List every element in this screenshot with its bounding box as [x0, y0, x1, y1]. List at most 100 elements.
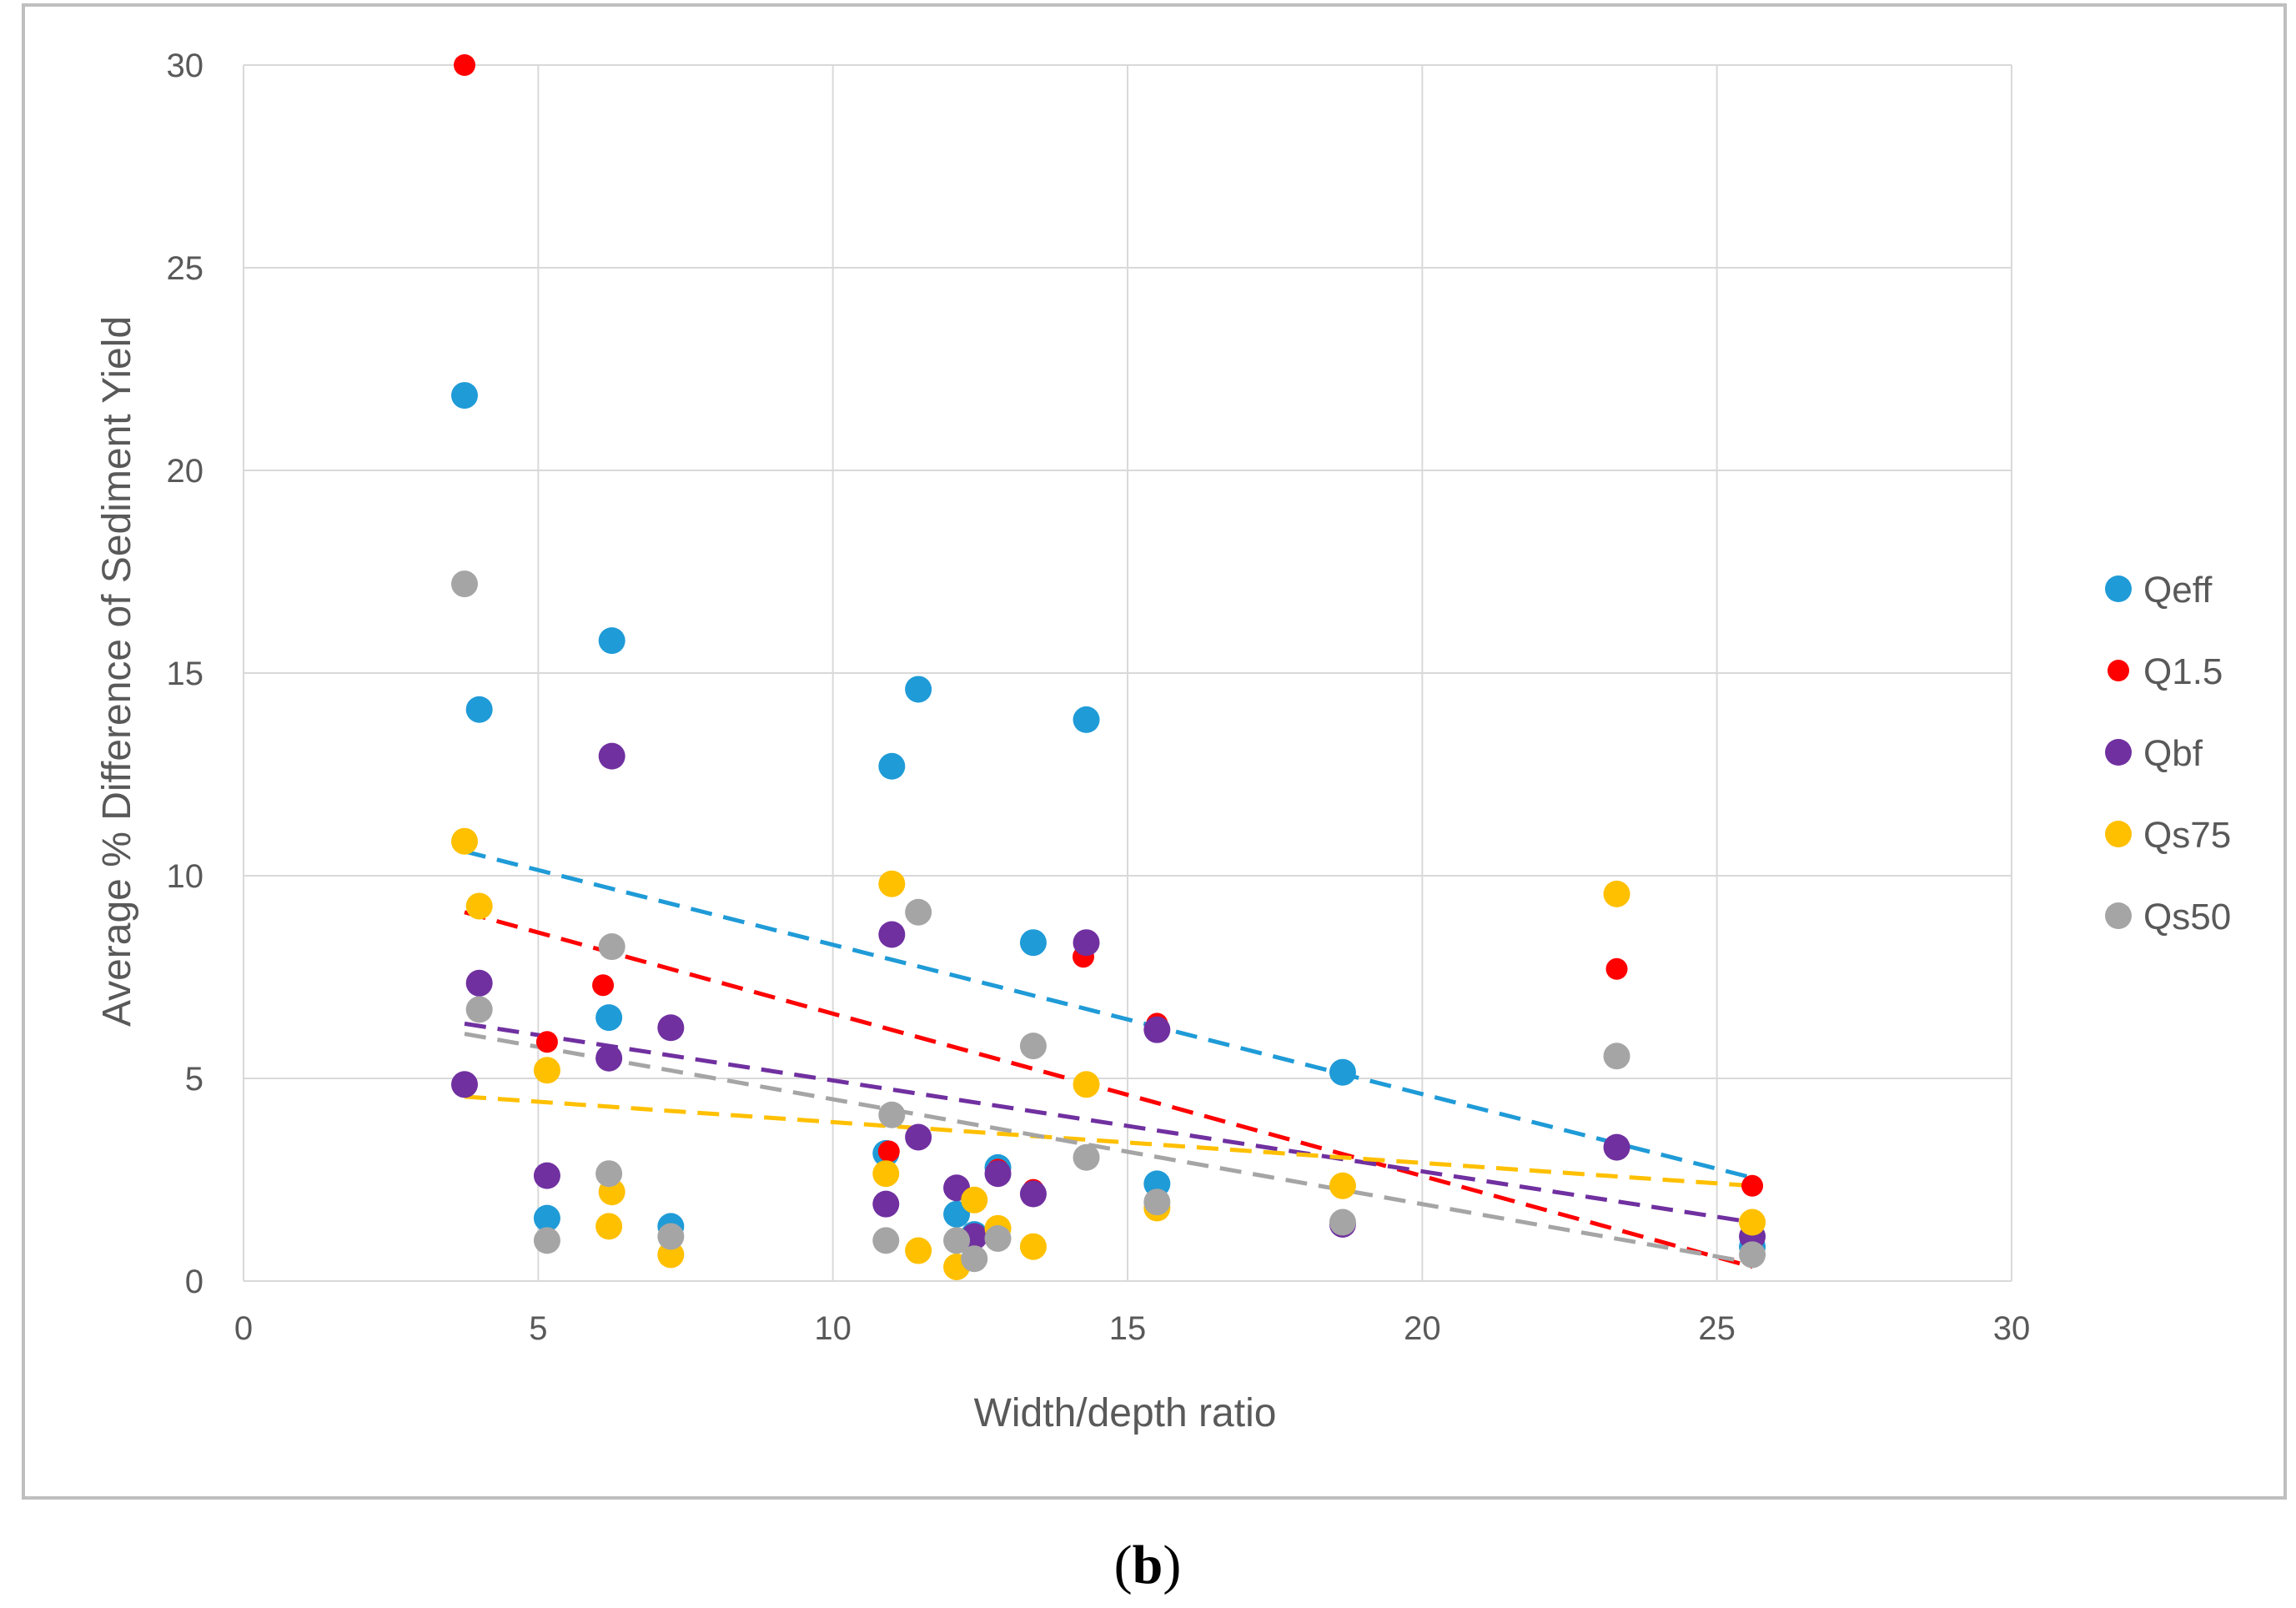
point-qs50 [961, 1245, 988, 1273]
point-qeff [1073, 706, 1100, 733]
point-qbf [533, 1162, 560, 1189]
trendlines [464, 849, 1753, 1269]
x-axis-ticks: 0 5 10 15 20 25 30 [234, 1310, 2030, 1347]
point-qs50 [533, 1227, 560, 1254]
point-q1-5 [877, 1140, 900, 1163]
point-qbf [657, 1014, 685, 1042]
y-tick-label: 20 [167, 453, 204, 490]
y-tick-label: 10 [167, 858, 204, 895]
trendline-qs75 [464, 1094, 1753, 1188]
point-qbf [1603, 1133, 1630, 1161]
point-qs50 [878, 1101, 906, 1128]
point-qeff [905, 676, 932, 703]
trendline-qs50 [464, 1032, 1753, 1265]
trendline-qbf [464, 1021, 1753, 1225]
legend-marker-qs75 [2105, 821, 2132, 847]
point-qs75 [961, 1186, 988, 1214]
legend-label-qbf: Qbf [2143, 733, 2203, 774]
point-qs50 [1603, 1043, 1630, 1070]
caption-open-paren: ( [1114, 1535, 1133, 1595]
point-qs50 [598, 933, 625, 961]
point-qs75 [1073, 1071, 1100, 1098]
point-qs75 [1603, 880, 1630, 907]
point-qbf [595, 1044, 623, 1072]
legend-marker-qbf [2105, 739, 2132, 766]
point-qeff [878, 752, 906, 780]
caption-close-paren: ) [1163, 1535, 1181, 1595]
x-axis-title: Width/depth ratio [974, 1391, 1277, 1435]
legend-label-qs75: Qs75 [2143, 815, 2231, 856]
y-tick-label: 0 [185, 1264, 203, 1300]
point-qs75 [465, 892, 493, 920]
point-qs50 [984, 1224, 1012, 1252]
point-qs75 [1019, 1233, 1047, 1260]
x-tick-label: 5 [529, 1310, 547, 1347]
point-qs50 [1739, 1241, 1766, 1269]
point-qs50 [905, 898, 932, 926]
point-qeff [451, 382, 478, 410]
point-qs50 [1329, 1209, 1356, 1236]
point-qs75 [872, 1160, 900, 1188]
point-qeff [1143, 1170, 1171, 1198]
y-tick-label: 30 [167, 48, 204, 84]
point-qbf [451, 1071, 478, 1098]
point-qs50 [451, 570, 478, 598]
point-qeff [1329, 1058, 1356, 1086]
point-qs75 [657, 1241, 685, 1269]
x-tick-label: 15 [1109, 1310, 1147, 1347]
trendline-qeff [464, 849, 1753, 1180]
point-qbf [905, 1123, 932, 1151]
y-axis-ticks: 0 5 10 15 20 25 30 [167, 48, 204, 1300]
y-tick-label: 5 [185, 1061, 203, 1098]
x-tick-label: 10 [814, 1310, 852, 1347]
point-qeff [533, 1204, 560, 1232]
point-qs50 [1073, 1143, 1100, 1171]
legend-label-q1-5: Q1.5 [2143, 651, 2223, 692]
point-qbf [465, 969, 493, 997]
point-qs50 [1143, 1188, 1171, 1216]
point-q1-5 [592, 974, 615, 997]
point-q1-5 [1605, 957, 1628, 980]
point-qbf [598, 742, 625, 770]
trendline-q1-5 [464, 910, 1753, 1269]
point-qs50 [1019, 1033, 1047, 1060]
data-points [451, 54, 1766, 1280]
point-qs75 [905, 1237, 932, 1264]
x-tick-label: 30 [1993, 1310, 2031, 1347]
point-qeff [598, 627, 625, 655]
point-qs50 [657, 1223, 685, 1250]
point-q1-5 [454, 54, 475, 76]
point-qbf [872, 1190, 900, 1218]
legend-label-qs50: Qs50 [2143, 897, 2231, 937]
point-qs75 [878, 870, 906, 897]
legend: Qeff Q1.5 Qbf Qs75 Qs50 [2105, 570, 2231, 937]
caption-letter: b [1133, 1535, 1163, 1595]
point-qbf [878, 921, 906, 948]
point-qs75 [533, 1057, 560, 1084]
point-qs75 [451, 827, 478, 855]
legend-marker-q1-5 [2108, 660, 2129, 681]
point-qs50 [943, 1227, 971, 1254]
point-qs50 [465, 996, 493, 1023]
point-qbf [1019, 1180, 1047, 1208]
point-qs50 [872, 1227, 900, 1254]
point-qs75 [1329, 1172, 1356, 1199]
legend-label-qeff: Qeff [2143, 570, 2213, 611]
point-qbf [1073, 929, 1100, 957]
point-q1-5 [535, 1031, 558, 1053]
point-qeff [465, 696, 493, 723]
point-qeff [595, 1004, 623, 1032]
point-qs50 [595, 1160, 623, 1188]
legend-marker-qs50 [2105, 902, 2132, 929]
point-qs75 [595, 1213, 623, 1240]
chart-frame [22, 3, 2287, 1500]
point-qbf [1143, 1016, 1171, 1043]
y-axis-title: Average % Difference of Sediment Yield [95, 316, 139, 1027]
y-tick-label: 25 [167, 250, 204, 287]
y-tick-label: 15 [167, 656, 204, 692]
point-qs75 [1739, 1209, 1766, 1236]
gridlines [243, 64, 2012, 1282]
legend-marker-qeff [2105, 575, 2132, 602]
point-q1-5 [1741, 1174, 1764, 1197]
